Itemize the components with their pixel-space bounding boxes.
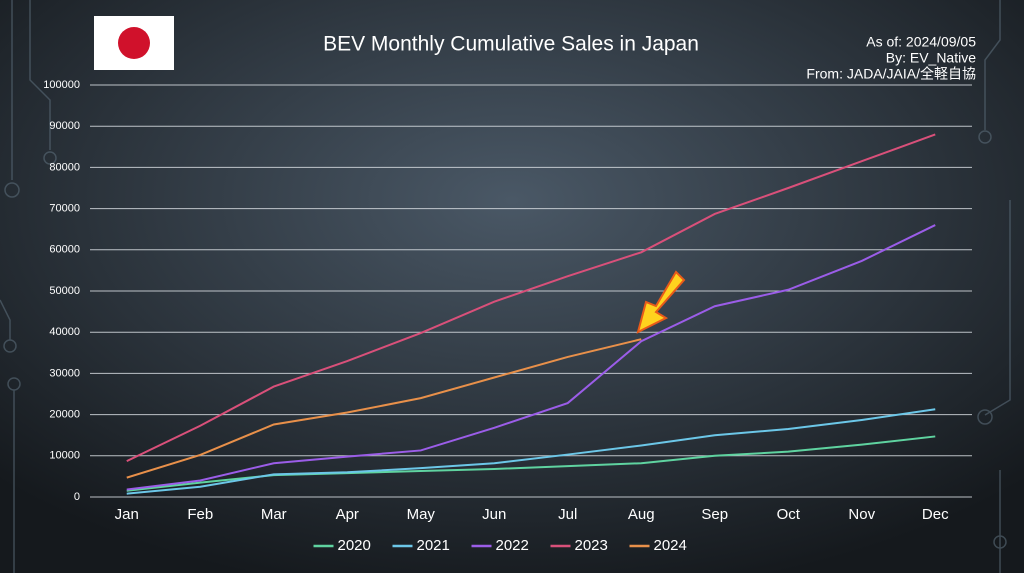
y-tick-label: 0 [74,491,80,503]
y-tick-label: 10000 [49,450,80,462]
y-tick-label: 70000 [49,203,80,215]
x-tick-label: Feb [187,506,213,523]
x-tick-label: Dec [922,506,949,523]
x-tick-label: Jul [558,506,577,523]
series-line [126,338,642,479]
legend-label: 2023 [575,537,608,554]
annotation: By: EV_Native [886,50,976,66]
y-tick-label: 40000 [49,326,80,338]
flag-disc [118,27,150,59]
x-tick-label: Nov [848,506,875,523]
series-line [126,133,936,463]
legend-label: 2021 [417,537,450,554]
x-tick-label: Aug [628,506,655,523]
x-tick-label: Oct [777,506,801,523]
x-tick-label: Sep [701,506,728,523]
y-tick-label: 80000 [49,161,80,173]
annotation: From: JADA/JAIA/全軽自協 [806,66,976,82]
y-tick-label: 100000 [43,79,80,91]
arrow [636,270,686,334]
x-tick-label: Jun [482,506,506,523]
y-tick-label: 90000 [49,120,80,132]
y-tick-label: 50000 [49,285,80,297]
x-tick-label: May [407,506,436,523]
y-tick-label: 20000 [49,409,80,421]
y-tick-label: 30000 [49,367,80,379]
series-line [126,224,936,491]
series-line [126,408,936,495]
x-tick-label: Mar [261,506,287,523]
legend-label: 2020 [338,537,371,554]
legend-label: 2024 [654,537,687,554]
y-tick-label: 60000 [49,244,80,256]
x-tick-label: Jan [115,506,139,523]
legend-label: 2022 [496,537,529,554]
x-tick-label: Apr [336,506,359,523]
chart-title: BEV Monthly Cumulative Sales in Japan [323,33,699,56]
annotation: As of: 2024/09/05 [866,34,976,50]
